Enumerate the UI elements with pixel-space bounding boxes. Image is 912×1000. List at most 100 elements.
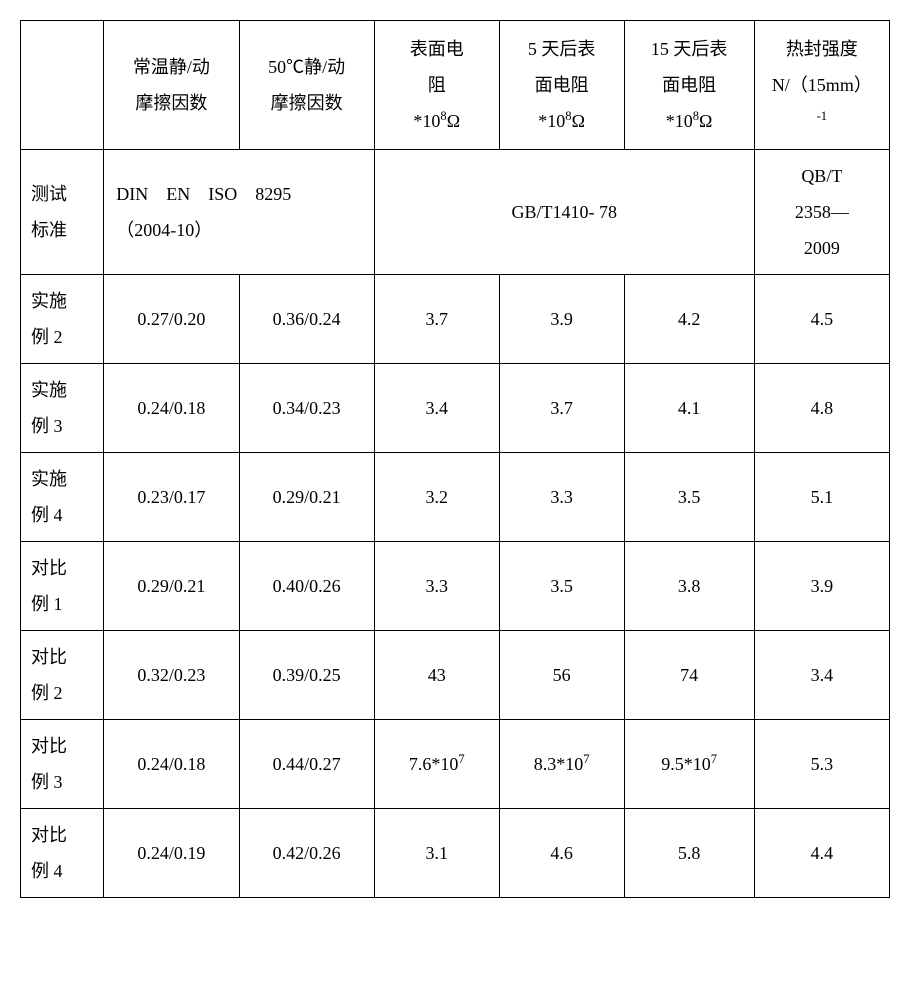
row-label: 实施例 2: [21, 275, 104, 364]
cell: 0.34/0.23: [239, 364, 374, 453]
text: 2009: [804, 238, 840, 258]
header-surface-resistance: 表面电 阻 *108Ω: [374, 21, 499, 150]
text: 常温静/动: [133, 57, 210, 77]
standard-row: 测试 标准 DIN EN ISO 8295 （2004-10） GB/T1410…: [21, 150, 890, 275]
cell: 0.24/0.18: [104, 364, 239, 453]
header-friction-rt: 常温静/动 摩擦因数: [104, 21, 239, 150]
text: 摩擦因数: [135, 93, 207, 113]
t: 例 1: [31, 594, 63, 614]
cell: 3.3: [374, 542, 499, 631]
cell: 0.32/0.23: [104, 631, 239, 720]
cell: 0.42/0.26: [239, 809, 374, 898]
table-row: 实施例 3 0.24/0.18 0.34/0.23 3.4 3.7 4.1 4.…: [21, 364, 890, 453]
text: N/（15mm）: [772, 75, 872, 95]
cell: 9.5*107: [624, 720, 754, 809]
cell: 0.24/0.19: [104, 809, 239, 898]
exp: -1: [817, 109, 828, 123]
cell: 3.9: [499, 275, 624, 364]
std-label: 测试 标准: [21, 150, 104, 275]
cell: 3.2: [374, 453, 499, 542]
row-label: 对比例 1: [21, 542, 104, 631]
text: Ω: [699, 111, 712, 131]
row-label: 对比例 2: [21, 631, 104, 720]
cell: 3.5: [499, 542, 624, 631]
table-row: 对比例 4 0.24/0.19 0.42/0.26 3.1 4.6 5.8 4.…: [21, 809, 890, 898]
cell: 3.5: [624, 453, 754, 542]
cell: 3.7: [374, 275, 499, 364]
cell: 4.5: [754, 275, 889, 364]
text: 50℃静/动: [268, 57, 345, 77]
text: 表面电: [410, 39, 464, 59]
t: 例 4: [31, 861, 63, 881]
text: 面电阻: [662, 75, 716, 95]
t: 8.3*10: [534, 754, 584, 774]
text: DIN EN ISO 8295: [116, 184, 291, 204]
text: *10: [666, 111, 693, 131]
table-row: 对比例 1 0.29/0.21 0.40/0.26 3.3 3.5 3.8 3.…: [21, 542, 890, 631]
cell: 3.1: [374, 809, 499, 898]
t: 9.5*10: [661, 754, 711, 774]
t: 例 3: [31, 416, 63, 436]
cell: 43: [374, 631, 499, 720]
header-resistance-15d: 15 天后表 面电阻 *108Ω: [624, 21, 754, 150]
cell: 3.7: [499, 364, 624, 453]
cell: 0.29/0.21: [104, 542, 239, 631]
cell: 4.4: [754, 809, 889, 898]
text: QB/T: [801, 166, 842, 186]
cell: 3.4: [754, 631, 889, 720]
text: 面电阻: [535, 75, 589, 95]
cell: 4.1: [624, 364, 754, 453]
t: 例 2: [31, 327, 63, 347]
table-row: 实施例 4 0.23/0.17 0.29/0.21 3.2 3.3 3.5 5.…: [21, 453, 890, 542]
exp: 7: [583, 752, 589, 766]
table-row: 对比例 3 0.24/0.18 0.44/0.27 7.6*107 8.3*10…: [21, 720, 890, 809]
exp: 7: [711, 752, 717, 766]
t: 例 3: [31, 772, 63, 792]
cell: 74: [624, 631, 754, 720]
cell: 5.8: [624, 809, 754, 898]
t: 对比: [31, 736, 67, 756]
cell: 0.40/0.26: [239, 542, 374, 631]
header-resistance-5d: 5 天后表 面电阻 *108Ω: [499, 21, 624, 150]
t: 对比: [31, 647, 67, 667]
text: 标准: [31, 220, 67, 240]
header-friction-50c: 50℃静/动 摩擦因数: [239, 21, 374, 150]
cell: 0.44/0.27: [239, 720, 374, 809]
t: 实施: [31, 291, 67, 311]
cell: 5.3: [754, 720, 889, 809]
cell: 0.24/0.18: [104, 720, 239, 809]
cell: 0.29/0.21: [239, 453, 374, 542]
row-label: 实施例 4: [21, 453, 104, 542]
t: 7.6*10: [409, 754, 459, 774]
t: 对比: [31, 825, 67, 845]
std-din: DIN EN ISO 8295 （2004-10）: [104, 150, 375, 275]
text: Ω: [447, 111, 460, 131]
text: 15 天后表: [651, 39, 728, 59]
cell: 0.39/0.25: [239, 631, 374, 720]
text: （2004-10）: [116, 220, 212, 240]
std-gb: GB/T1410- 78: [374, 150, 754, 275]
cell: 8.3*107: [499, 720, 624, 809]
cell: 0.36/0.24: [239, 275, 374, 364]
cell: 0.23/0.17: [104, 453, 239, 542]
t: 例 4: [31, 505, 63, 525]
std-qb: QB/T 2358— 2009: [754, 150, 889, 275]
cell: 5.1: [754, 453, 889, 542]
header-blank: [21, 21, 104, 150]
t: 实施: [31, 469, 67, 489]
text: *10: [538, 111, 565, 131]
cell: 7.6*107: [374, 720, 499, 809]
header-row: 常温静/动 摩擦因数 50℃静/动 摩擦因数 表面电 阻 *108Ω 5 天后表…: [21, 21, 890, 150]
cell: 4.6: [499, 809, 624, 898]
text: 阻: [428, 75, 446, 95]
row-label: 对比例 3: [21, 720, 104, 809]
data-table: 常温静/动 摩擦因数 50℃静/动 摩擦因数 表面电 阻 *108Ω 5 天后表…: [20, 20, 890, 898]
cell: 3.8: [624, 542, 754, 631]
table-row: 实施例 2 0.27/0.20 0.36/0.24 3.7 3.9 4.2 4.…: [21, 275, 890, 364]
exp: 7: [458, 752, 464, 766]
text: *10: [413, 111, 440, 131]
cell: 4.2: [624, 275, 754, 364]
cell: 56: [499, 631, 624, 720]
row-label: 实施例 3: [21, 364, 104, 453]
t: 例 2: [31, 683, 63, 703]
